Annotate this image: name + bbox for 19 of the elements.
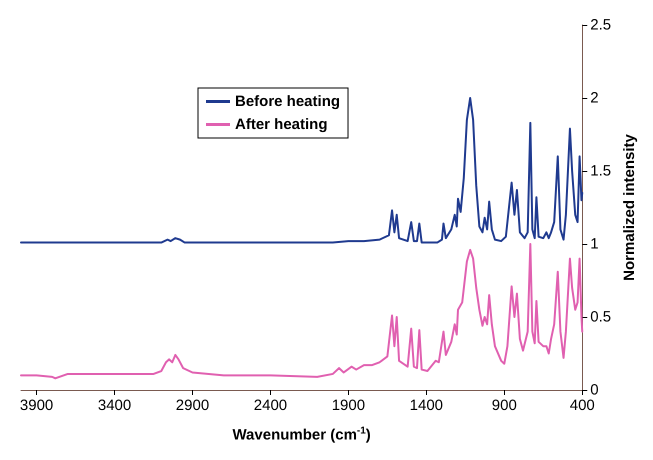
y-tick-label: 2.5 bbox=[590, 16, 612, 34]
x-tick-label: 3900 bbox=[20, 397, 54, 414]
y-tick-label: 1 bbox=[590, 236, 599, 252]
y-tick-label: 1.5 bbox=[590, 162, 612, 180]
legend-label: After heating bbox=[235, 116, 328, 133]
line-series bbox=[20, 97, 584, 244]
y-tick-label: 2 bbox=[590, 90, 599, 106]
legend-label: Before heating bbox=[235, 93, 340, 110]
line-series bbox=[20, 243, 584, 380]
x-tick-label: 2900 bbox=[176, 397, 210, 414]
y-axis-title: Normalized intensity bbox=[621, 133, 638, 281]
x-tick-label: 1400 bbox=[410, 397, 444, 414]
x-tick-label: 400 bbox=[570, 397, 595, 414]
x-tick-label: 2400 bbox=[254, 397, 288, 414]
y-tick-label: 0 bbox=[590, 382, 599, 398]
x-tick-label: 3400 bbox=[98, 397, 132, 414]
x-tick-label: 900 bbox=[492, 397, 517, 414]
x-tick-label: 1900 bbox=[332, 397, 366, 414]
y-tick-label: 0.5 bbox=[590, 308, 612, 326]
